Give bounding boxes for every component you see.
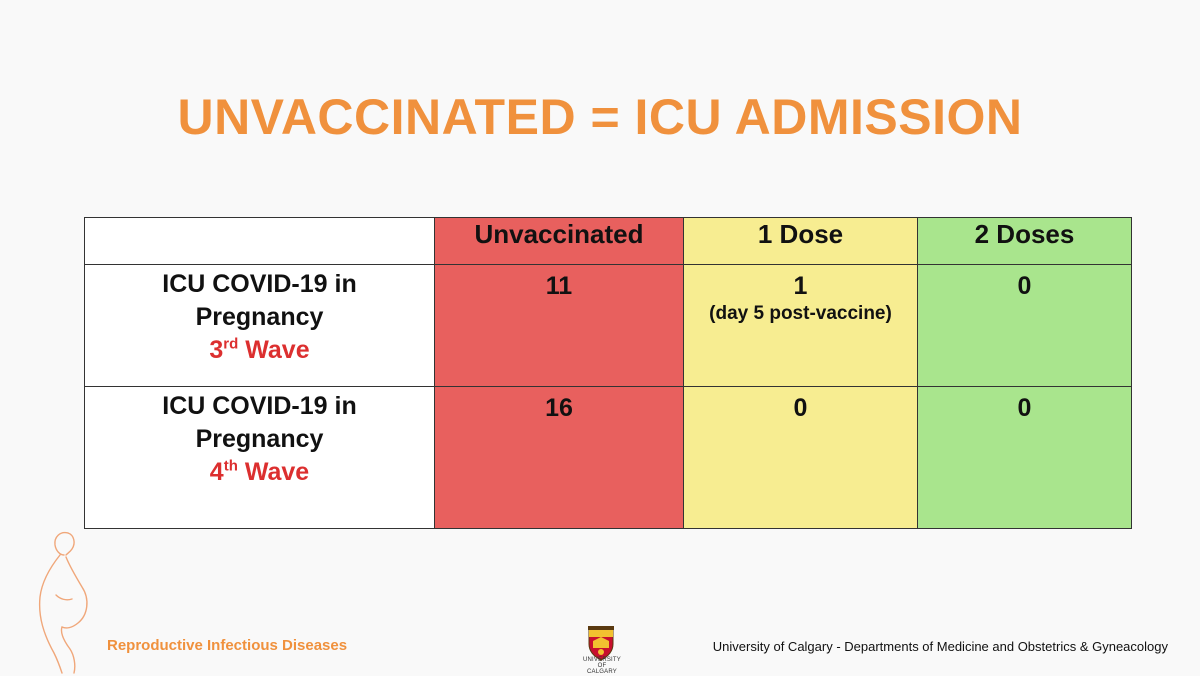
header-two-doses: 2 Doses	[917, 217, 1132, 265]
row-label: ICU COVID-19 in Pregnancy 3rd Wave	[84, 264, 435, 387]
row-label: ICU COVID-19 in Pregnancy 4th Wave	[84, 386, 435, 529]
wave-word: Wave	[238, 336, 310, 364]
pregnant-figure-icon	[38, 531, 88, 674]
crest-caption: UNIVERSITY OF CALGARY	[580, 657, 624, 675]
vaccination-icu-table: Unvaccinated 1 Dose 2 Doses ICU COVID-19…	[84, 217, 1132, 529]
row-wave-label: 3rd Wave	[86, 334, 433, 367]
table-header-row: Unvaccinated 1 Dose 2 Doses	[84, 217, 1132, 265]
university-crest-icon	[588, 626, 614, 661]
cell-one-dose-note: (day 5 post-vaccine)	[709, 303, 892, 324]
cell-one-dose: 1 (day 5 post-vaccine)	[683, 264, 918, 387]
wave-number: 3	[209, 336, 224, 364]
slide-title: UNVACCINATED = ICU ADMISSION	[177, 89, 1023, 145]
cell-unvaccinated: 11	[434, 264, 684, 387]
table-row: ICU COVID-19 in Pregnancy 4th Wave 16 0 …	[84, 386, 1132, 529]
row-wave-label: 4th Wave	[86, 456, 433, 489]
cell-one-dose: 0	[683, 386, 918, 529]
footer-program-name: Reproductive Infectious Diseases	[107, 637, 348, 654]
header-unvaccinated: Unvaccinated	[434, 217, 684, 265]
header-empty-cell	[84, 217, 435, 265]
row-label-line1: ICU COVID-19 in	[162, 392, 357, 420]
wave-ordinal-suffix: rd	[223, 335, 239, 353]
crest-caption-line1: UNIVERSITY OF	[582, 657, 621, 669]
crest-caption-line2: CALGARY	[587, 669, 617, 675]
row-label-line2: Pregnancy	[195, 425, 324, 453]
wave-number: 4	[209, 458, 224, 486]
cell-two-doses: 0	[917, 386, 1132, 529]
row-label-line1: ICU COVID-19 in	[162, 270, 357, 298]
cell-unvaccinated: 16	[434, 386, 684, 529]
cell-one-dose-value: 1	[793, 272, 808, 300]
wave-word: Wave	[237, 458, 310, 486]
row-label-line2: Pregnancy	[195, 303, 324, 331]
cell-two-doses: 0	[917, 264, 1132, 387]
header-one-dose: 1 Dose	[683, 217, 918, 265]
wave-ordinal-suffix: th	[223, 457, 238, 475]
table-row: ICU COVID-19 in Pregnancy 3rd Wave 11 1 …	[84, 264, 1132, 387]
footer-department: University of Calgary - Departments of M…	[712, 639, 1168, 654]
